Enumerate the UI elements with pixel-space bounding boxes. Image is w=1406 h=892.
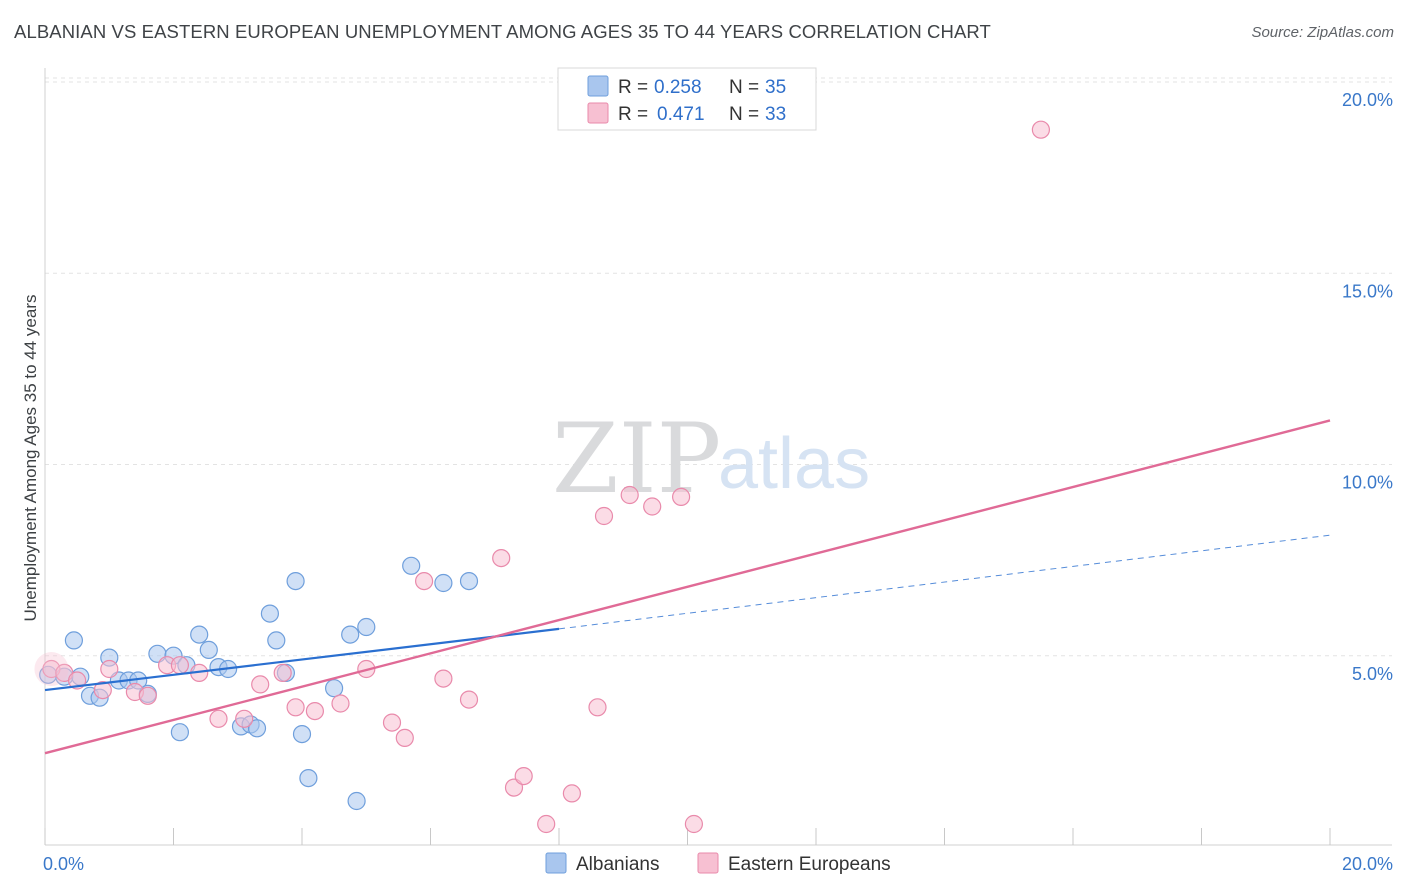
point-eastern-europeans-20 [415, 571, 434, 591]
y-tick-label-15: 15.0% [1342, 281, 1393, 301]
point-albanians-13 [170, 723, 189, 742]
legend-r-label-eastern-europeans: R = [618, 104, 648, 125]
point-eastern-europeans-28 [588, 698, 607, 717]
axes [44, 68, 1392, 846]
gridlines [45, 77, 1392, 657]
point-albanians-21 [247, 719, 267, 738]
x-tick-label-0: 0.0% [43, 854, 84, 874]
point-albanians-26 [292, 724, 312, 744]
point-eastern-europeans-34 [1031, 120, 1051, 139]
legend-r-value-eastern-europeans: 0.471 [657, 104, 705, 125]
trend-line-eastern-europeans [44, 419, 1331, 755]
point-eastern-europeans-6 [138, 686, 157, 705]
point-eastern-europeans-18 [382, 713, 402, 732]
point-eastern-europeans-8 [170, 656, 189, 675]
point-albanians-28 [325, 679, 344, 698]
point-albanians-29 [341, 625, 360, 644]
legend-n-label-albanians: N = [729, 77, 759, 98]
point-albanians-34 [459, 571, 479, 591]
trend-lines [44, 419, 1331, 755]
x-tick-label-20: 20.0% [1342, 854, 1393, 874]
trend-line-albanians-extension [558, 534, 1331, 630]
point-eastern-europeans-21 [434, 669, 453, 688]
legend-n-value-albanians: 35 [765, 77, 786, 98]
point-albanians-22 [260, 604, 279, 623]
point-eastern-europeans-31 [643, 497, 662, 516]
point-eastern-europeans-4 [100, 659, 119, 679]
point-eastern-europeans-16 [331, 694, 350, 713]
point-eastern-europeans-33 [684, 814, 704, 834]
y-tick-label-20: 20.0% [1342, 90, 1393, 110]
y-tick-label-5: 5.0% [1352, 664, 1393, 684]
point-albanians-31 [357, 617, 376, 637]
data-points [34, 120, 1051, 834]
source-credit: Source: ZipAtlas.com [1251, 24, 1394, 41]
legend-n-label-eastern-europeans: N = [729, 104, 759, 125]
watermark-atlas-text: atlas [718, 424, 870, 504]
point-albanians-32 [402, 556, 421, 575]
point-cluster-origin [34, 652, 69, 687]
y-tick-label-10: 10.0% [1342, 473, 1393, 493]
point-albanians-30 [347, 791, 366, 811]
axis-ticks: 5.0% 10.0% 15.0% 20.0% 0.0% 20.0% [43, 90, 1393, 874]
series-legend: Albanians Eastern Europeans [545, 852, 891, 875]
point-albanians-15 [190, 625, 209, 644]
point-eastern-europeans-23 [492, 548, 511, 568]
point-eastern-europeans-19 [395, 728, 414, 748]
point-eastern-europeans-15 [305, 701, 324, 721]
series-legend-swatch-albanians [545, 852, 567, 874]
point-eastern-europeans-10 [209, 709, 228, 728]
point-albanians-25 [286, 571, 305, 591]
point-eastern-europeans-32 [671, 487, 691, 506]
legend-swatch-eastern-europeans [587, 102, 609, 124]
series-legend-label-eastern-europeans: Eastern Europeans [728, 854, 891, 875]
point-albanians-23 [267, 631, 286, 650]
point-eastern-europeans-30 [620, 485, 639, 505]
point-eastern-europeans-27 [562, 784, 582, 803]
series-legend-label-albanians: Albanians [576, 854, 659, 875]
y-axis-label: Unemployment Among Ages 35 to 44 years [21, 295, 40, 622]
point-albanians-16 [199, 640, 218, 660]
legend-r-value-albanians: 0.258 [654, 77, 702, 98]
point-eastern-europeans-25 [514, 766, 533, 786]
point-eastern-europeans-26 [537, 814, 556, 834]
point-eastern-europeans-3 [93, 680, 112, 700]
point-eastern-europeans-22 [459, 690, 479, 709]
stats-legend: R = 0.258 N = 35 R = 0.471 N = 33 [557, 67, 817, 131]
legend-swatch-albanians [587, 75, 609, 97]
point-eastern-europeans-13 [273, 663, 292, 683]
point-eastern-europeans-14 [286, 698, 305, 717]
legend-n-value-eastern-europeans: 33 [765, 104, 786, 125]
watermark: ZIP atlas [552, 403, 870, 515]
point-albanians-27 [299, 768, 318, 788]
point-eastern-europeans-29 [594, 506, 614, 526]
point-albanians-2 [64, 631, 84, 650]
point-eastern-europeans-12 [251, 675, 270, 694]
trend-line-albanians [44, 627, 560, 692]
series-legend-swatch-eastern-europeans [697, 852, 719, 874]
legend-r-label-albanians: R = [618, 77, 648, 98]
chart-title: ALBANIAN VS EASTERN EUROPEAN UNEMPLOYMEN… [14, 21, 991, 42]
point-albanians-33 [434, 573, 453, 593]
point-eastern-europeans-11 [235, 709, 254, 728]
